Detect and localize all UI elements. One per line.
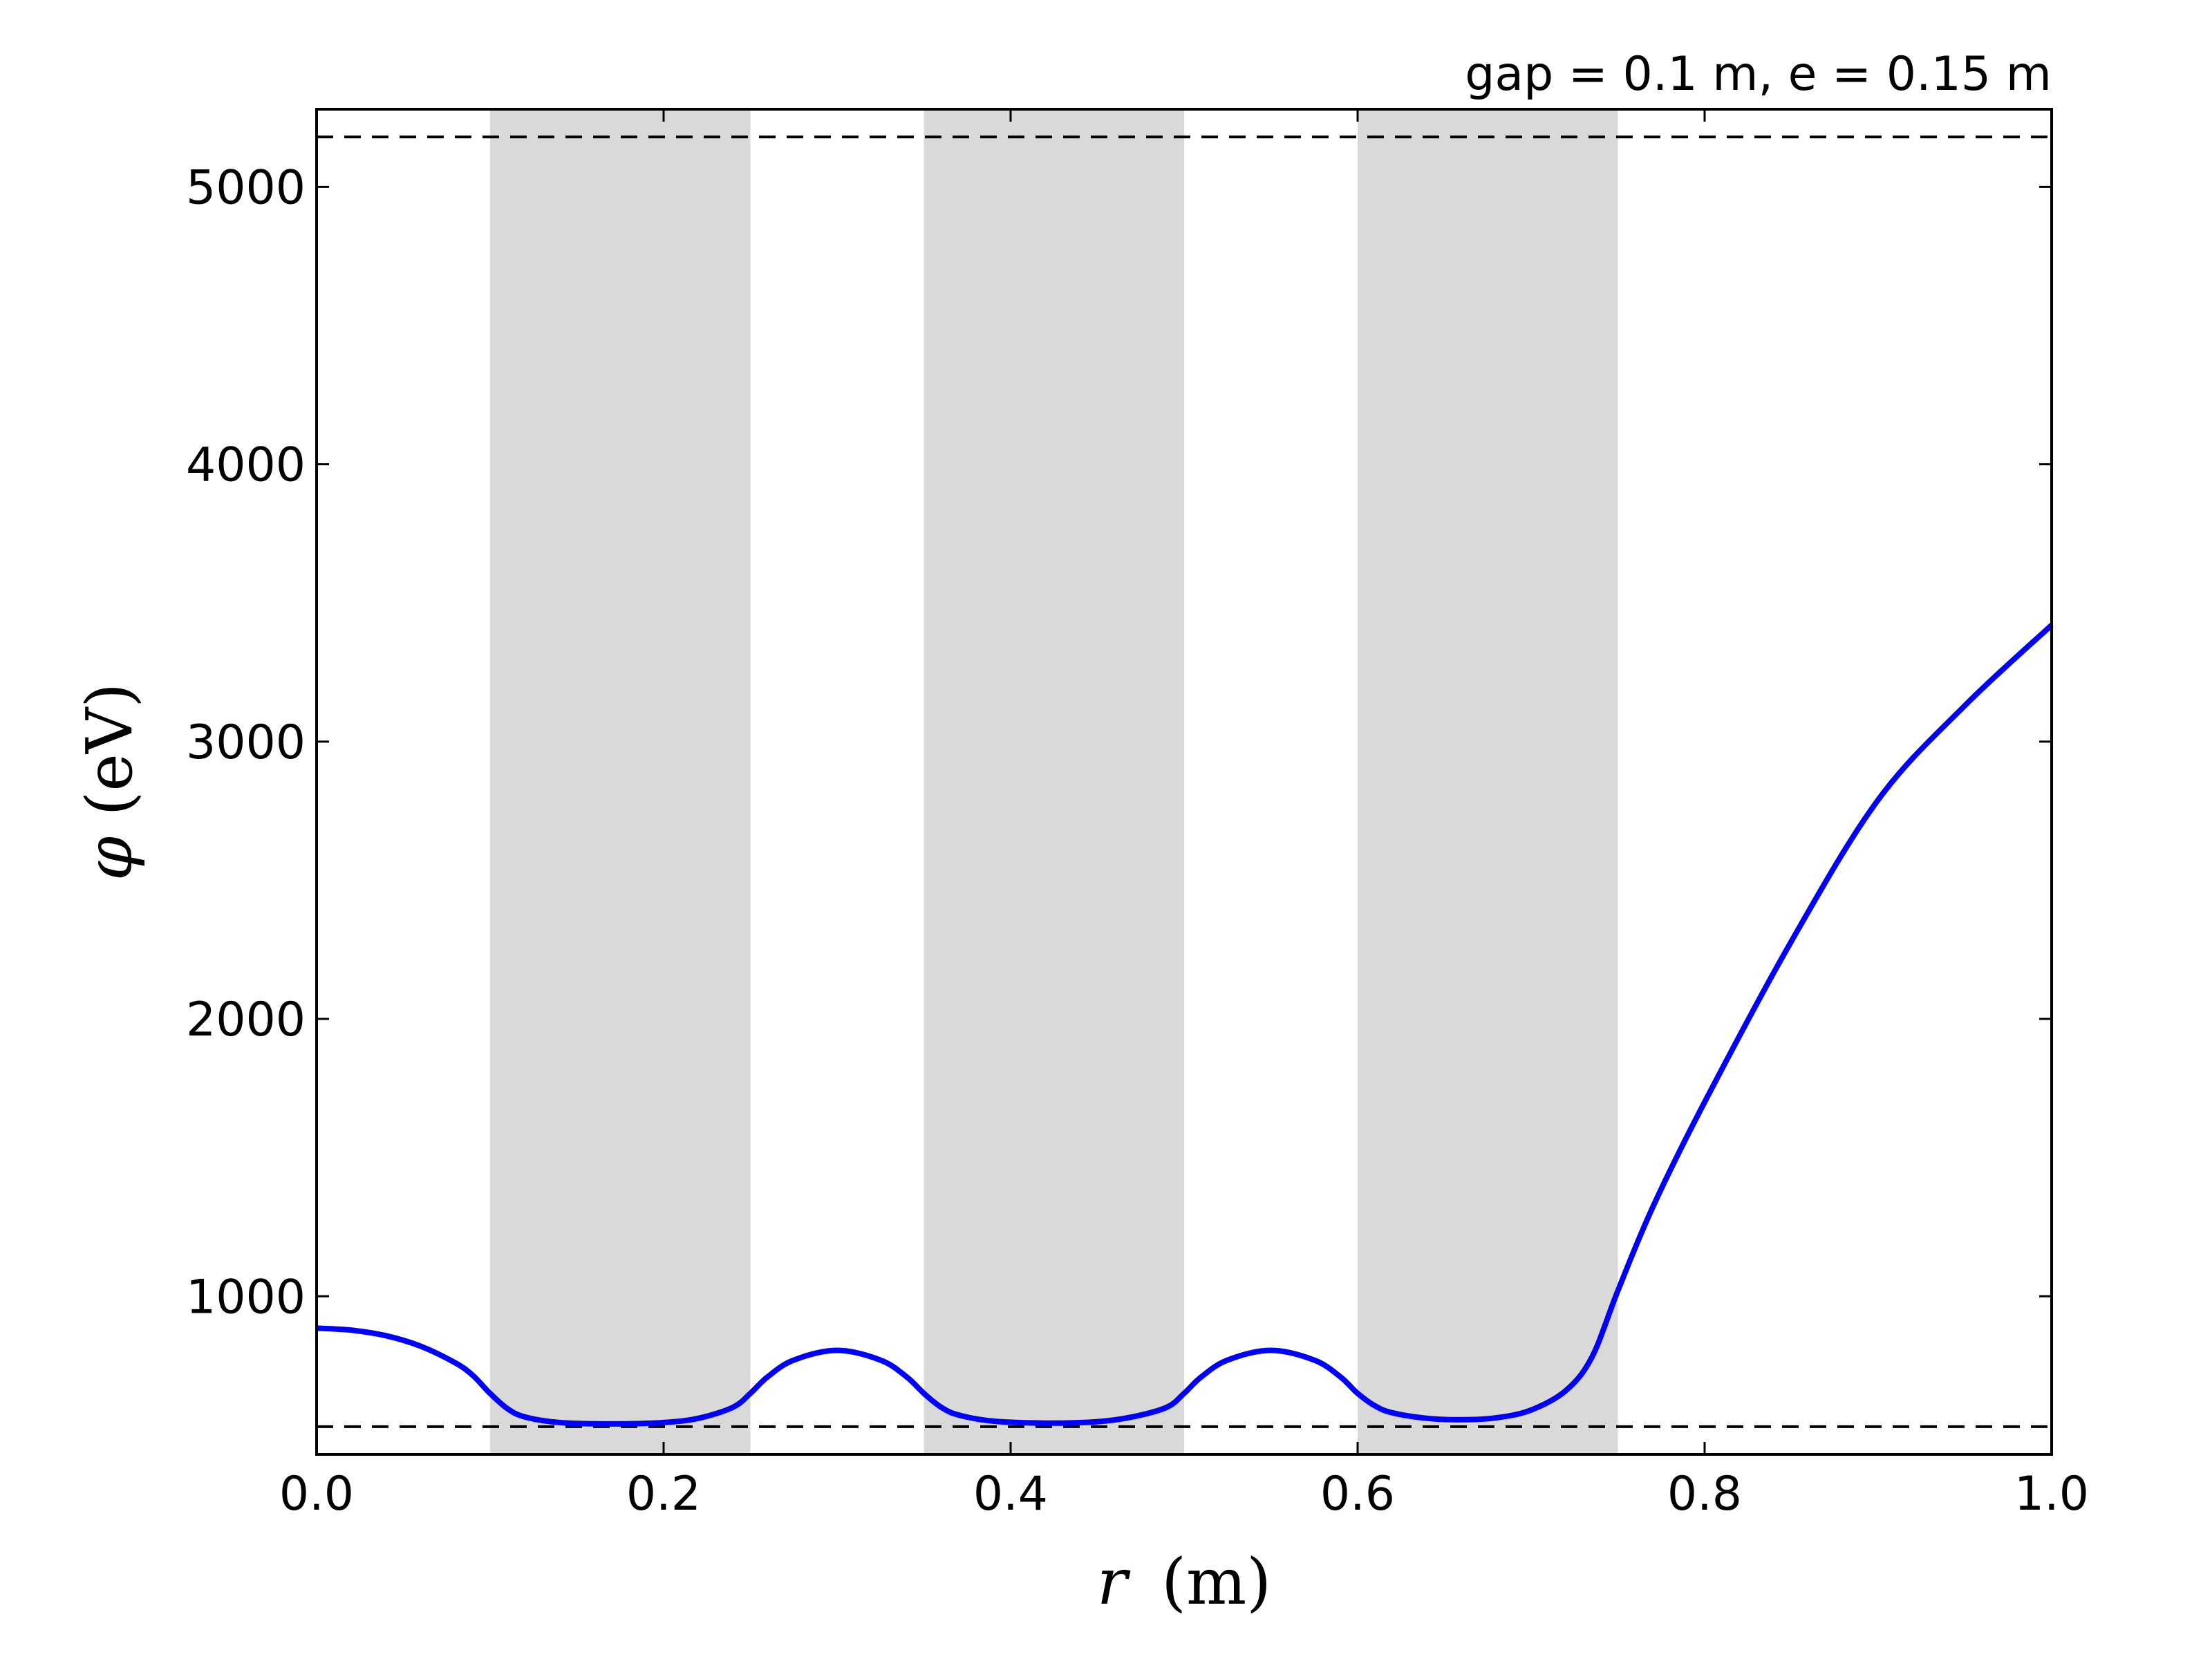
x-axis-var: r — [1097, 1545, 1131, 1619]
y-axis-var: φ — [73, 836, 147, 881]
y-tick-label: 1000 — [186, 1270, 306, 1324]
y-tick-label: 3000 — [186, 715, 306, 770]
y-tick-label: 2000 — [186, 993, 306, 1047]
y-axis-label: φ (eV) — [73, 683, 147, 881]
shaded-bands — [490, 109, 1618, 1454]
y-axis-unit: (eV) — [73, 683, 147, 816]
x-tick-label: 1.0 — [2014, 1467, 2089, 1521]
x-tick-label: 0.0 — [279, 1467, 354, 1521]
shaded-band-1 — [490, 109, 751, 1454]
chart-title: gap = 0.1 m, e = 0.15 m — [1465, 47, 2052, 102]
shaded-band-3 — [1358, 109, 1618, 1454]
x-tick-label: 0.2 — [626, 1467, 701, 1521]
x-axis-unit: (m) — [1161, 1545, 1271, 1619]
x-axis-label: r (m) — [1097, 1545, 1271, 1619]
y-tick-label: 5000 — [186, 160, 306, 215]
x-tick-label: 0.6 — [1320, 1467, 1395, 1521]
x-tick-label: 0.4 — [973, 1467, 1048, 1521]
x-tick-label: 0.8 — [1667, 1467, 1742, 1521]
y-tick-label: 4000 — [186, 438, 306, 493]
shaded-band-2 — [924, 109, 1185, 1454]
